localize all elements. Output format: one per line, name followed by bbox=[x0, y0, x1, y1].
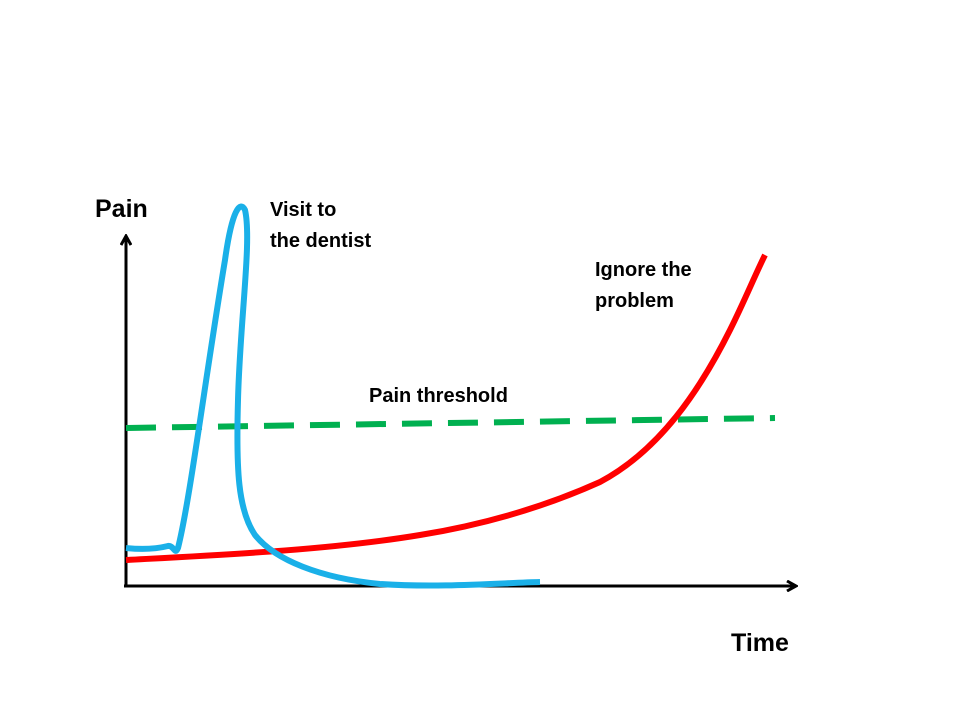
annotation: Visit to bbox=[270, 199, 336, 221]
dentist-curve bbox=[125, 203, 541, 589]
y-axis-label: Pain bbox=[95, 195, 148, 223]
x-axis-label: Time bbox=[731, 629, 789, 657]
annotation: problem bbox=[595, 290, 674, 312]
annotation: Ignore the bbox=[595, 259, 692, 281]
threshold-line bbox=[125, 415, 776, 431]
annotation: Pain threshold bbox=[369, 385, 508, 407]
ignore-curve bbox=[125, 253, 768, 563]
annotation: the dentist bbox=[270, 230, 371, 252]
